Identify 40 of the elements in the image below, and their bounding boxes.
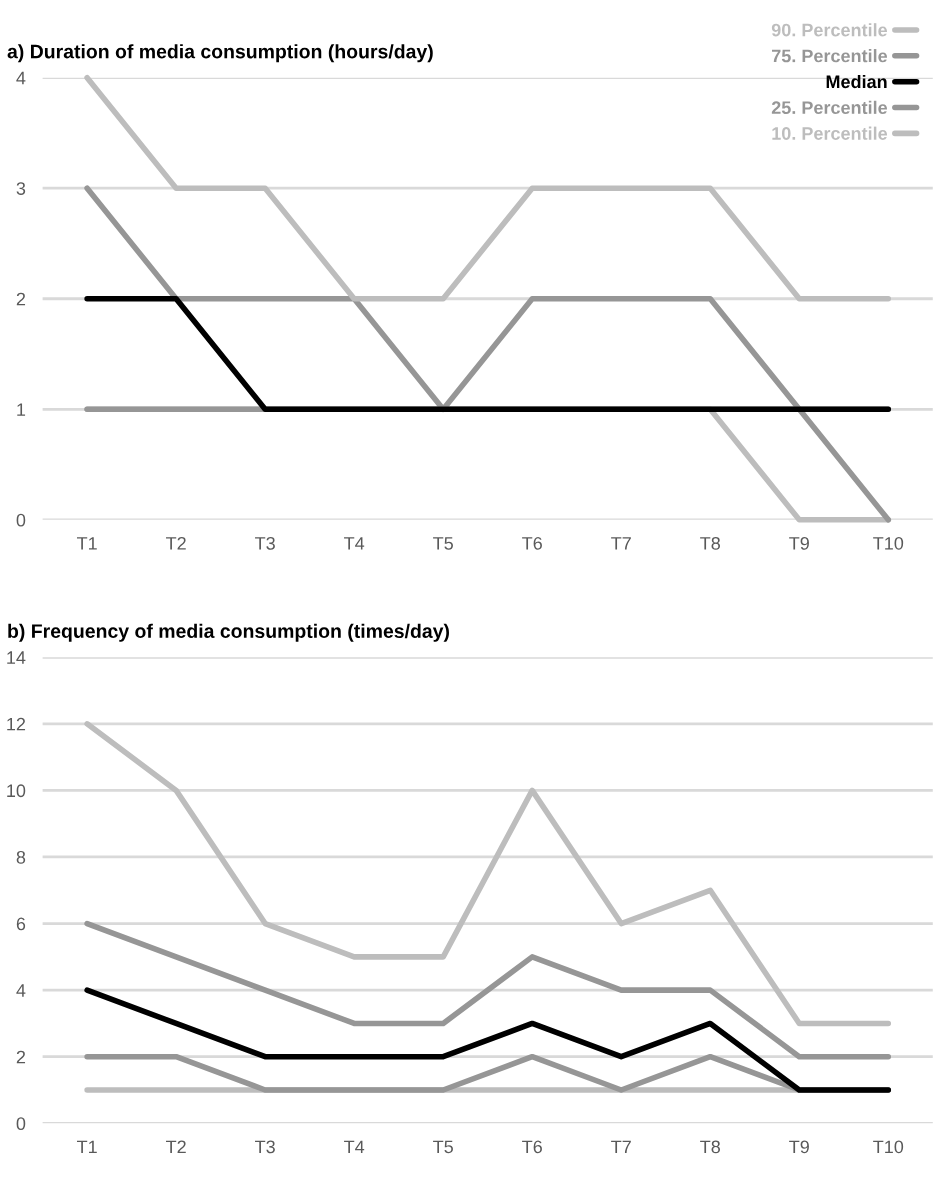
y-tick-label: 8 <box>16 850 26 864</box>
x-tick-label: T4 <box>344 537 365 550</box>
legend-label: 10. Percentile <box>772 126 888 140</box>
y-tick-label: 3 <box>16 182 26 195</box>
legend-label: 75. Percentile <box>772 49 888 63</box>
y-tick-label: 4 <box>16 984 26 997</box>
x-tick-label: T7 <box>611 537 631 550</box>
chart-title: a) Duration of media consumption (hours/day) <box>7 44 433 63</box>
legend-label: Median <box>826 74 887 89</box>
x-tick-label: T9 <box>789 1140 809 1154</box>
y-tick-label: 12 <box>7 717 26 731</box>
x-tick-label: T7 <box>611 1140 631 1154</box>
x-tick-label: T6 <box>522 536 542 550</box>
x-tick-label: T5 <box>433 537 453 550</box>
x-tick-label: T2 <box>166 1140 186 1154</box>
y-tick-label: 0 <box>16 1117 26 1131</box>
x-tick-label: T1 <box>77 537 97 550</box>
x-tick-label: T4 <box>344 1140 365 1154</box>
legend-label: 90. Percentile <box>771 23 888 37</box>
x-tick-label: T10 <box>873 1140 904 1154</box>
x-tick-label: T6 <box>522 1140 542 1154</box>
x-tick-label: T8 <box>700 536 720 550</box>
x-tick-label: T10 <box>873 536 904 550</box>
x-tick-label: T3 <box>255 1140 275 1154</box>
x-tick-label: T1 <box>77 1140 97 1154</box>
y-tick-label: 0 <box>16 513 26 527</box>
y-tick-label: 2 <box>16 1050 26 1064</box>
x-tick-label: T5 <box>433 1140 453 1154</box>
legend-label: 25. Percentile <box>771 100 888 115</box>
y-tick-label: 2 <box>16 292 26 306</box>
y-tick-label: 1 <box>17 403 26 416</box>
y-tick-label: 14 <box>7 651 26 664</box>
x-tick-label: T9 <box>789 536 809 550</box>
y-tick-label: 4 <box>16 71 26 85</box>
x-tick-label: T2 <box>166 536 186 550</box>
chart-title: b) Frequency of media consumption (times/day) <box>8 623 449 642</box>
x-tick-label: T3 <box>255 536 275 550</box>
x-tick-label: T8 <box>700 1140 720 1154</box>
y-tick-label: 10 <box>7 784 26 798</box>
y-tick-label: 6 <box>16 917 26 931</box>
